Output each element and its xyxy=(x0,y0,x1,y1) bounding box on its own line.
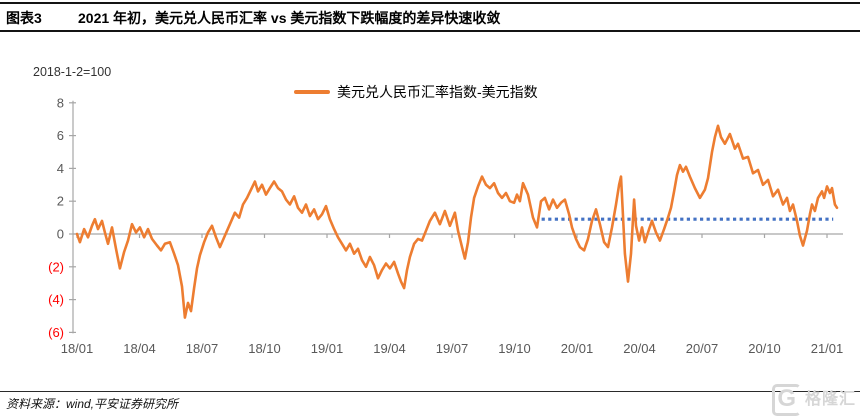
y-tick-label: 2 xyxy=(57,194,64,209)
x-tick-label: 21/01 xyxy=(811,341,844,356)
x-tick-label: 18/04 xyxy=(123,341,156,356)
header-top-rule xyxy=(0,2,860,4)
x-tick-label: 18/07 xyxy=(186,341,219,356)
x-tick-label: 20/01 xyxy=(561,341,594,356)
figure-header: 图表3 2021 年初，美元兑人民币汇率 vs 美元指数下跌幅度的差异快速收敛 xyxy=(6,8,500,28)
y-tick-label: (6) xyxy=(48,325,64,340)
x-tick-label: 18/01 xyxy=(61,341,94,356)
watermark-brand-text: 格隆汇 xyxy=(804,391,856,408)
x-tick-label: 20/07 xyxy=(686,341,719,356)
x-tick-label: 20/04 xyxy=(623,341,656,356)
x-tick-label: 20/10 xyxy=(748,341,781,356)
watermark: G 格隆汇 xyxy=(772,384,856,416)
exchange-rate-diff-line xyxy=(75,124,839,319)
y-tick-label: 4 xyxy=(57,161,64,176)
x-tick-label: 18/10 xyxy=(248,341,281,356)
y-tick-label: 6 xyxy=(57,128,64,143)
footer-top-rule xyxy=(0,391,860,392)
header-bottom-rule xyxy=(0,30,860,32)
legend-series-label: 美元兑人民币汇率指数-美元指数 xyxy=(337,84,538,100)
axis-base-note: 2018-1-2=100 xyxy=(33,65,112,79)
y-tick-label: 8 xyxy=(57,95,64,110)
chart-legend: 美元兑人民币汇率指数-美元指数 xyxy=(294,82,538,102)
figure-number-label: 图表3 xyxy=(6,10,42,26)
y-tick-label: (4) xyxy=(48,292,64,307)
figure-title: 2021 年初，美元兑人民币汇率 vs 美元指数下跌幅度的差异快速收敛 xyxy=(78,10,501,26)
source-note: 资料来源：wind,平安证券研究所 xyxy=(6,397,179,411)
watermark-logo-icon: G xyxy=(772,384,801,416)
legend-line-swatch xyxy=(294,90,330,94)
y-tick-label: 0 xyxy=(57,227,64,242)
y-tick-label: (2) xyxy=(48,259,64,274)
x-tick-label: 19/01 xyxy=(311,341,344,356)
x-tick-label: 19/07 xyxy=(436,341,469,356)
x-tick-label: 19/04 xyxy=(373,341,406,356)
x-tick-label: 19/10 xyxy=(498,341,531,356)
